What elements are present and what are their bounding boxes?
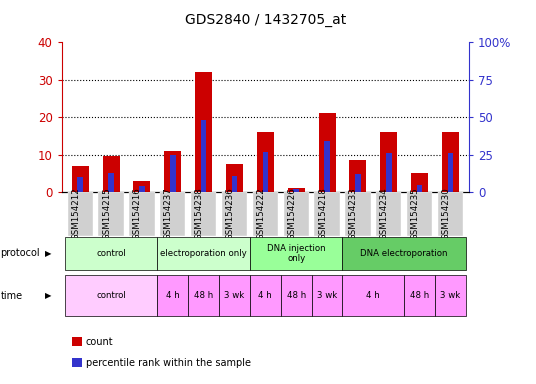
Bar (448, 153, 453, 192)
Bar (284, 192, 309, 236)
Bar (157, 275, 188, 316)
Text: 4 h: 4 h (367, 291, 380, 300)
Text: GDS2840 / 1432705_at: GDS2840 / 1432705_at (185, 13, 346, 27)
Bar (188, 275, 219, 316)
Bar (139, 186, 145, 192)
Text: 3 wk: 3 wk (317, 291, 337, 300)
Bar (99, 192, 124, 236)
Bar (226, 164, 243, 192)
Text: ▶: ▶ (44, 249, 51, 258)
Bar (252, 192, 278, 236)
Bar (355, 174, 361, 192)
Bar (345, 192, 370, 236)
Text: GSM154237: GSM154237 (163, 188, 173, 240)
Text: GSM154218: GSM154218 (318, 188, 327, 240)
Bar (250, 275, 281, 316)
Bar (324, 141, 330, 192)
Bar (250, 237, 343, 270)
Text: count: count (86, 337, 114, 347)
Bar (281, 275, 311, 316)
Bar (435, 275, 466, 316)
Bar (72, 166, 88, 192)
Bar (376, 192, 401, 236)
Text: DNA injection
only: DNA injection only (267, 244, 325, 263)
Text: control: control (96, 291, 126, 300)
Bar (219, 275, 250, 316)
Text: electroporation only: electroporation only (160, 249, 247, 258)
Bar (68, 192, 93, 236)
Text: time: time (1, 291, 23, 301)
Text: percentile rank within the sample: percentile rank within the sample (86, 358, 251, 368)
Bar (404, 275, 435, 316)
Bar (263, 152, 268, 192)
Text: 3 wk: 3 wk (225, 291, 244, 300)
Text: GSM154230: GSM154230 (442, 188, 450, 240)
Bar (438, 192, 463, 236)
Bar (65, 275, 157, 316)
Bar (201, 120, 206, 192)
Bar (318, 113, 336, 192)
Bar (232, 175, 237, 192)
Bar (164, 151, 181, 192)
Text: DNA electroporation: DNA electroporation (360, 249, 448, 258)
Bar (77, 177, 83, 192)
Text: protocol: protocol (1, 248, 40, 258)
Text: GSM154234: GSM154234 (380, 188, 389, 240)
Text: 3 wk: 3 wk (441, 291, 460, 300)
Text: GSM154233: GSM154233 (349, 188, 358, 240)
Text: 4 h: 4 h (258, 291, 272, 300)
Text: 48 h: 48 h (194, 291, 213, 300)
Bar (133, 181, 151, 192)
Bar (65, 237, 157, 270)
Bar (170, 155, 175, 192)
Bar (195, 72, 212, 192)
Text: GSM154236: GSM154236 (226, 188, 234, 240)
Bar (102, 156, 120, 192)
Bar (191, 192, 216, 236)
Text: GSM154222: GSM154222 (256, 188, 265, 240)
Bar (380, 132, 397, 192)
Bar (349, 160, 367, 192)
Text: 48 h: 48 h (287, 291, 306, 300)
Bar (288, 188, 304, 192)
Bar (442, 132, 459, 192)
Text: GSM154212: GSM154212 (71, 188, 80, 240)
Text: GSM154235: GSM154235 (411, 188, 420, 240)
Bar (386, 153, 391, 192)
Bar (257, 132, 274, 192)
Bar (343, 275, 404, 316)
Bar (311, 275, 343, 316)
Bar (160, 192, 185, 236)
Bar (157, 237, 250, 270)
Text: GSM154238: GSM154238 (195, 188, 204, 240)
Bar (417, 185, 422, 192)
Text: 4 h: 4 h (166, 291, 180, 300)
Bar (315, 192, 340, 236)
Bar (343, 237, 466, 270)
Bar (108, 172, 114, 192)
Bar (222, 192, 247, 236)
Text: GSM154216: GSM154216 (133, 188, 142, 240)
Text: control: control (96, 249, 126, 258)
Bar (411, 173, 428, 192)
Bar (293, 189, 299, 192)
Text: GSM154215: GSM154215 (102, 188, 111, 240)
Bar (407, 192, 432, 236)
Text: ▶: ▶ (44, 291, 51, 300)
Text: 48 h: 48 h (410, 291, 429, 300)
Text: GSM154226: GSM154226 (287, 188, 296, 240)
Bar (129, 192, 154, 236)
